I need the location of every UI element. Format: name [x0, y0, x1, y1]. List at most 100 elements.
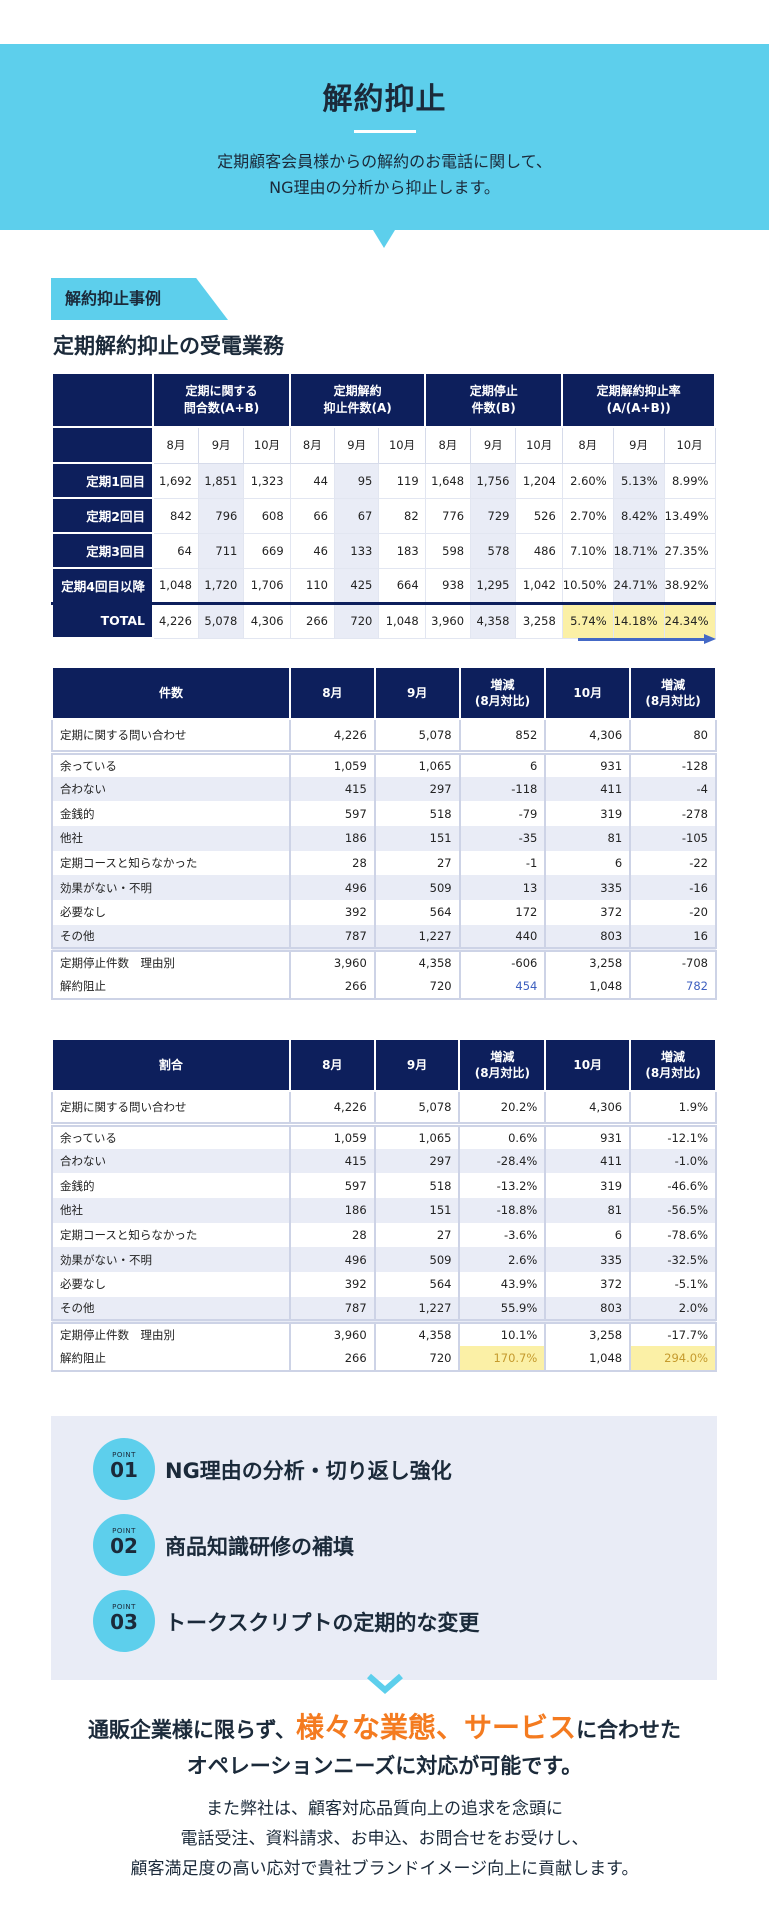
table-cell: -128 — [629, 752, 717, 777]
table-cell: 782 — [629, 974, 717, 1000]
table-cell: 415 — [288, 776, 376, 802]
highlight-text: 様々な業態、サービス — [296, 1711, 577, 1744]
arrow-right-icon — [704, 634, 716, 644]
table-cell: -4 — [629, 776, 717, 802]
table-cell: 24.34% — [663, 601, 716, 639]
table-cell: 266 — [288, 974, 376, 1000]
row-header: 定期2回目 — [51, 497, 154, 534]
table-cell: 1,065 — [373, 752, 461, 777]
hero-subtitle-line2: NG理由の分析から抑止します。 — [269, 178, 500, 197]
points-panel: POINT 01 NG理由の分析・切り返し強化 POINT 02 商品知識研修の補填… — [51, 1416, 717, 1680]
table-cell: 66 — [289, 497, 336, 534]
row-header: 定期3回目 — [51, 532, 154, 569]
month-header: 8月 — [289, 426, 336, 464]
table-cell: 411 — [544, 776, 632, 802]
table-cell: 319 — [544, 801, 632, 827]
table-cell: 1.9% — [629, 1091, 717, 1127]
col-header: 増減 (8月対比) — [458, 666, 547, 720]
col-header: 増減 (8月対比) — [629, 1038, 717, 1092]
table-cell: 80 — [629, 719, 717, 755]
table-row: 定期1回目 1,692 1,851 1,323 44 95 119 1,648 1,756 1,2… — [51, 462, 716, 499]
table-cell: 3,960 — [288, 1319, 376, 1347]
table-cell: 796 — [197, 497, 245, 534]
group-header: 定期解約抑止率 (A/(A+B)) — [561, 372, 716, 428]
table-cell: 170.7% — [458, 1346, 547, 1372]
month-header: 8月 — [152, 426, 199, 464]
table-cell: 110 — [289, 567, 336, 604]
table-cell: -105 — [629, 826, 717, 851]
table-cell: 64 — [152, 532, 199, 569]
table-cell: 1,720 — [197, 567, 245, 604]
month-header: 9月 — [197, 426, 245, 464]
table-cell: -22 — [629, 850, 717, 876]
chevron-down-icon — [367, 1673, 403, 1694]
row-label: 合わない — [51, 776, 291, 802]
table-cell: 27.35% — [663, 532, 716, 569]
table-row: 合わない 415 297 -28.4% 411 -1.0% — [51, 1148, 717, 1174]
table-cell: 392 — [288, 1272, 376, 1297]
table-cell: 8.42% — [612, 497, 665, 534]
row-label: 効果がない・不明 — [51, 1247, 291, 1273]
row-header: TOTAL — [51, 601, 154, 639]
table-corner — [51, 426, 154, 464]
table-cell: 564 — [373, 1272, 461, 1297]
table-cell: 526 — [515, 497, 563, 534]
table-cell: -3.6% — [458, 1222, 547, 1248]
table-cell: 151 — [373, 826, 461, 851]
table-cell: 1,227 — [373, 924, 461, 950]
table-cell: -32.5% — [629, 1247, 717, 1273]
table-cell: 266 — [289, 601, 336, 639]
table-row: 解約阻止 266 720 170.7% 1,048 294.0% — [51, 1346, 717, 1372]
table-row: 効果がない・不明 496 509 2.6% 335 -32.5% — [51, 1247, 717, 1273]
table-row: 定期に関する問い合わせ 4,226 5,078 852 4,306 80 — [51, 719, 717, 755]
month-header: 9月 — [470, 426, 517, 464]
table-row: 定期コースと知らなかった 28 27 -3.6% 6 -78.6% — [51, 1222, 717, 1248]
row-label: 余っている — [51, 1124, 291, 1149]
closing-paragraph: また弊社は、顧客対応品質向上の追求を念頭に 電話受注、資料請求、お申込、お問合せ… — [130, 1799, 639, 1879]
table-cell: 787 — [288, 924, 376, 950]
row-label: 必要なし — [51, 1272, 291, 1297]
table-cell: 5,078 — [373, 719, 461, 755]
table-cell: 1,648 — [424, 462, 472, 499]
table-cell: 486 — [515, 532, 563, 569]
table-cell: 13 — [458, 875, 547, 901]
table-row: 解約阻止 266 720 454 1,048 782 — [51, 974, 717, 1000]
point-badge: POINT 01 — [93, 1438, 155, 1500]
point-text: NG理由の分析・切り返し強化 — [165, 1459, 452, 1483]
table-cell: -708 — [629, 947, 717, 975]
table-cell: 43.9% — [458, 1272, 547, 1297]
table-cell: 24.71% — [612, 567, 665, 604]
table-cell: 372 — [544, 900, 632, 925]
table-cell: 597 — [288, 1173, 376, 1199]
table-cell: 720 — [373, 974, 461, 1000]
table-cell: 4,226 — [288, 1091, 376, 1127]
table-cell: 1,756 — [470, 462, 517, 499]
table-cell: 1,048 — [378, 601, 426, 639]
table-cell: -46.6% — [629, 1173, 717, 1199]
table-cell: 776 — [424, 497, 472, 534]
table-cell: 4,306 — [243, 601, 291, 639]
table-row: 効果がない・不明 496 509 13 335 -16 — [51, 875, 717, 901]
table-cell: 10.50% — [561, 567, 614, 604]
table-cell: 55.9% — [458, 1296, 547, 1322]
table-cell: 454 — [458, 974, 547, 1000]
table-cell: 119 — [378, 462, 426, 499]
table-cell: 297 — [373, 1148, 461, 1174]
table-cell: -28.4% — [458, 1148, 547, 1174]
month-header: 10月 — [378, 426, 426, 464]
table-cell: 294.0% — [629, 1346, 717, 1372]
table-cell: 7.10% — [561, 532, 614, 569]
table-row: 余っている 1,059 1,065 6 931 -128 — [51, 752, 717, 777]
group-header: 定期解約 抑止件数(A) — [289, 372, 427, 428]
table-cell: 0.6% — [458, 1124, 547, 1149]
table-cell: 1,065 — [373, 1124, 461, 1149]
table-cell: 1,204 — [515, 462, 563, 499]
col-header: 9月 — [373, 1038, 461, 1092]
table-cell: 1,048 — [544, 1346, 632, 1372]
table-cell: 81 — [544, 1198, 632, 1223]
table-cell: 5,078 — [197, 601, 245, 639]
row-header: 定期4回目以降 — [51, 567, 154, 604]
table-cell: 518 — [373, 1173, 461, 1199]
table-cell: -20 — [629, 900, 717, 925]
table-cell: 46 — [289, 532, 336, 569]
